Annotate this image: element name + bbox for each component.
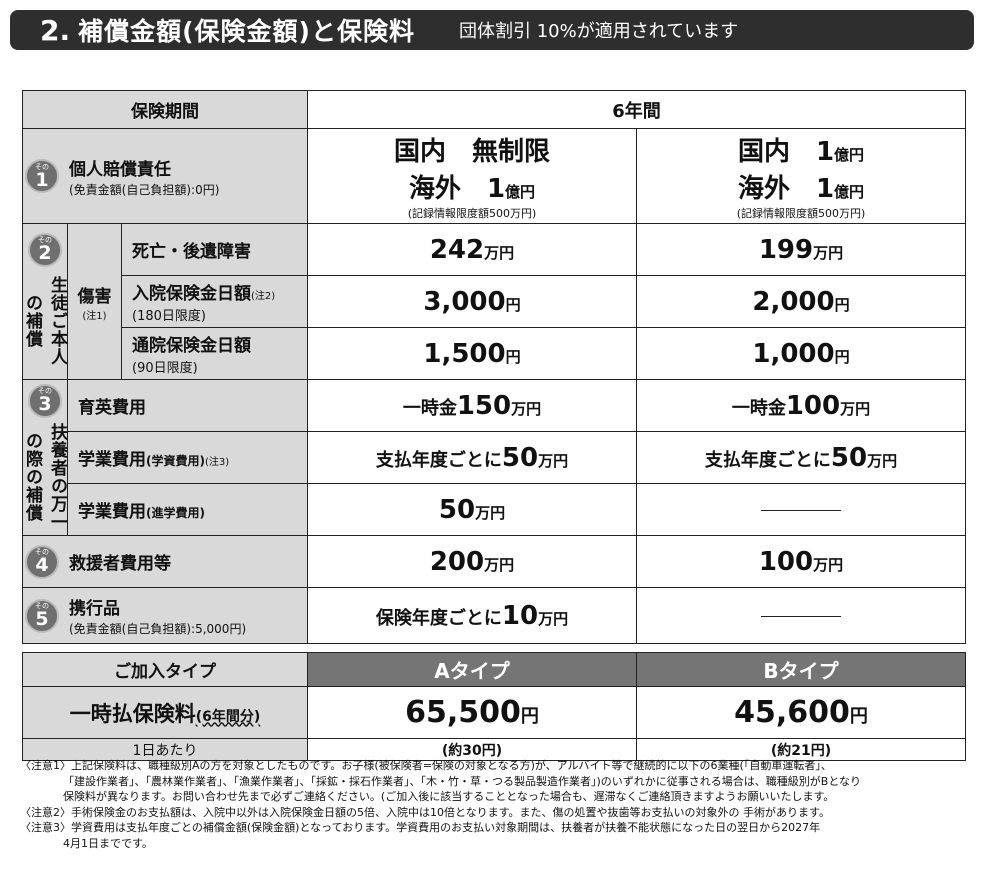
item2-row-label: 通院保険金日額 (90日限度) [121,327,308,380]
item1-badge-icon: その 1 [25,159,59,193]
injury-label: 傷害 [77,286,112,307]
item3-group-label: 扶養者の万一の際の補償 [22,422,67,531]
item1-a-domestic: 国内 無制限 [393,137,550,167]
note-3-cont: 4月1日までです。 [63,836,153,850]
period-label: 保険期間 [22,90,308,129]
item4-a: 200万円 [307,535,637,588]
period-value: 6年間 [307,90,966,129]
premium-b: 45,600円 [636,686,966,739]
item2-badge-icon: その 2 [28,232,62,267]
item2-group-label: 生徒ご本人の補償 [22,275,67,366]
item5-label: 携行品 [69,599,120,619]
item5-sublabel: (免責金額(自己負担額):5,000円) [69,622,247,636]
note-3: 〈注意3〉学資費用は支払年度ごとの補償金額(保険金額)となっております。学資費用… [20,821,821,834]
note-1-cont: 「建設作業者」、「農林業作業者」、「漁業作業者」、「採鉱・採石作業者」、「木・竹… [63,774,862,788]
item2-row-b: 2,000円 [636,275,966,328]
item4-b: 100万円 [636,535,966,588]
plan-type-a: Aタイプ [307,652,637,687]
item1-sublabel: (免責金額(自己負担額):0円) [69,182,220,197]
item3-row-b-empty [636,483,966,536]
item2-row-b: 1,000円 [636,327,966,380]
plan-type-b: Bタイプ [636,652,966,687]
premium-label: 一時払保険料 [69,701,196,726]
item2-row-b: 199万円 [636,223,966,276]
perday-b: (約21円) [636,738,966,761]
injury-note: (注1) [82,310,107,322]
footnotes: 〈注意1〉上記保険料は、職種級別Aの方を対象としたものです。お子様(被保険者=保… [20,758,970,851]
perday-label: 1日あたり [22,738,308,761]
item3-row-a: 50万円 [307,483,637,536]
item3-row-label: 育英費用 [67,379,308,432]
item1-label-cell: その 1 個人賠償責任 (免責金額(自己負担額):0円) [22,128,308,224]
item3-row-label: 学業費用(学資費用)(注3) [67,431,308,484]
injury-cell: 傷害 (注1) [67,223,122,380]
item5-label-cell: その 5 携行品 (免責金額(自己負担額):5,000円) [22,587,308,644]
item2-row-a: 1,500円 [307,327,637,380]
premium-a: 65,500円 [307,686,637,739]
note-1-cont: 保険料が異なります。お問い合わせ先まで必ずご連絡ください。(ご加入後に該当するこ… [63,790,835,803]
item2-row-a: 3,000円 [307,275,637,328]
plan-type-label: ご加入タイプ [22,652,308,687]
note-1: 〈注意1〉上記保険料は、職種級別Aの方を対象としたものです。お子様(被保険者=保… [20,759,832,772]
item3-row-b: 支払年度ごとに50万円 [636,431,966,484]
item1-a-note: (記録情報限度額500万円) [407,207,537,220]
item5-a: 保険年度ごとに10万円 [307,587,637,644]
item3-row-label: 学業費用(進学費用) [67,483,308,536]
premium-period: (6年間分) [195,708,261,725]
item2-row-label: 入院保険金日額(注2) (180日限度) [121,275,308,328]
discount-note: 団体割引 10%が適用されています [458,21,739,42]
item4-label-cell: その 4 救援者費用等 [22,535,308,588]
perday-a: (約30円) [307,738,637,761]
item3-badge-icon: その 3 [28,383,62,418]
section-header: 2. 補償金額(保険金額)と保険料 団体割引 10%が適用されています [10,10,974,50]
item5-b-empty [636,587,966,644]
item3-group-cell: その 3 扶養者の万一の際の補償 [22,379,68,536]
item1-label: 個人賠償責任 [69,159,171,180]
section-number: 2. [40,13,71,47]
item3-row-b: 一時金100万円 [636,379,966,432]
item1-type-a: 国内 無制限 海外 1億円 (記録情報限度額500万円) [307,128,637,224]
item5-badge-icon: その 5 [25,598,59,633]
not-applicable-dash [761,510,841,511]
item2-row-a: 242万円 [307,223,637,276]
item2-row-label: 死亡・後遺障害 [121,223,308,276]
section-title: 補償金額(保険金額)と保険料 [78,17,415,46]
item3-row-a: 一時金150万円 [307,379,637,432]
premium-label-cell: 一時払保険料(6年間分) [22,686,308,739]
item3-row-a: 支払年度ごとに50万円 [307,431,637,484]
item2-group-cell: その 2 生徒ご本人の補償 [22,223,68,380]
item4-badge-icon: その 4 [25,544,59,579]
note-2: 〈注意2〉手術保険金のお支払額は、入院中以外は入院保険金日額の5倍、入院中は10… [20,805,830,819]
item4-label: 救援者費用等 [69,554,171,574]
not-applicable-dash [761,616,841,617]
coverage-table: 保険期間 6年間 その 1 個人賠償責任 (免責金額(自己負担額):0円) 国内… [22,90,966,761]
item1-b-note: (記録情報限度額500万円) [736,207,866,220]
item1-type-b: 国内 1億円 海外 1億円 (記録情報限度額500万円) [636,128,966,224]
